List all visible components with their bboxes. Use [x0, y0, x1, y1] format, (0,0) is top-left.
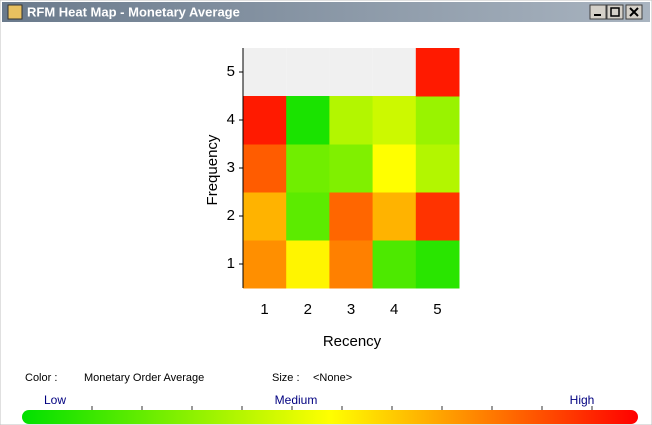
heat-cell [372, 192, 417, 241]
heat-cell [286, 96, 330, 145]
heat-cell [329, 96, 374, 145]
heat-cell [243, 144, 287, 193]
heat-cell [372, 240, 417, 289]
heat-cell [243, 192, 287, 241]
minimize-button[interactable] [589, 4, 607, 20]
heat-cell [415, 144, 460, 193]
color-label: Color : [25, 372, 57, 384]
y-tick-label: 2 [227, 207, 235, 224]
heat-cell [286, 192, 330, 241]
title-bar [2, 2, 650, 22]
x-tick-label: 5 [433, 301, 441, 318]
scale-label: High [570, 393, 595, 407]
y-axis-label: Frequency [204, 134, 221, 205]
heat-cell [243, 96, 287, 145]
y-tick-label: 1 [227, 255, 235, 272]
empty-cell [286, 48, 330, 96]
heat-cell [415, 240, 460, 289]
empty-cell [243, 48, 287, 96]
heat-cell [372, 96, 417, 145]
heat-cell [286, 240, 330, 289]
app-icon [7, 4, 23, 20]
x-tick-label: 3 [347, 301, 355, 318]
heat-cell [286, 144, 330, 193]
x-tick-label: 4 [390, 301, 398, 318]
empty-cell [329, 48, 373, 96]
heat-cell [329, 240, 374, 289]
heat-cell [329, 144, 374, 193]
x-tick-label: 1 [260, 301, 268, 318]
close-icon [629, 7, 639, 17]
y-tick-label: 5 [227, 63, 235, 80]
x-axis-label: Recency [323, 333, 382, 350]
maximize-button[interactable] [606, 4, 624, 20]
window-title: RFM Heat Map - Monetary Average [27, 4, 240, 19]
empty-cell [372, 48, 416, 96]
scale-label: Low [44, 393, 66, 407]
y-tick-label: 4 [227, 111, 235, 128]
heat-cell [415, 192, 460, 241]
heat-cell [329, 192, 374, 241]
color-scale-bar [22, 410, 638, 424]
y-tick-label: 3 [227, 159, 235, 176]
scale-label: Medium [275, 393, 318, 407]
size-field: <None> [313, 372, 352, 384]
heat-cell [372, 144, 417, 193]
color-field: Monetary Order Average [84, 372, 204, 384]
heat-cell [415, 96, 460, 145]
x-tick-label: 2 [304, 301, 312, 318]
maximize-icon [610, 7, 620, 17]
size-label: Size : [272, 372, 300, 384]
heat-cell [243, 240, 287, 289]
window-buttons [589, 4, 643, 20]
heat-cell [415, 48, 460, 97]
